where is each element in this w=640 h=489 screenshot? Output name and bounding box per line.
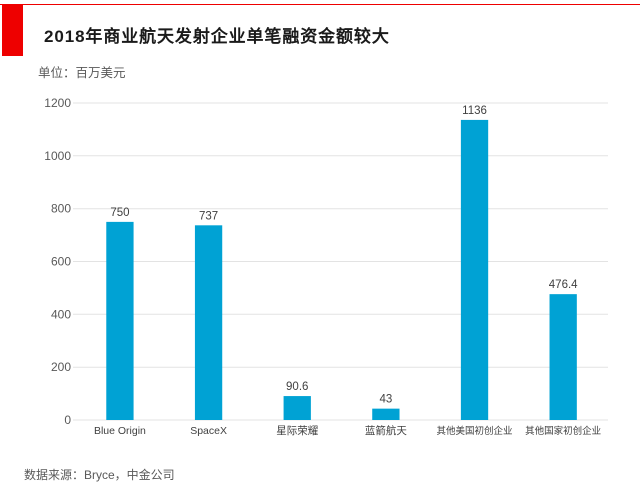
svg-text:SpaceX: SpaceX xyxy=(190,425,227,437)
svg-text:476.4: 476.4 xyxy=(549,279,578,291)
svg-text:400: 400 xyxy=(51,307,71,321)
svg-text:其他国家初创企业: 其他国家初创企业 xyxy=(525,425,601,437)
svg-text:其他美国初创企业: 其他美国初创企业 xyxy=(437,425,513,437)
svg-text:90.6: 90.6 xyxy=(286,381,308,393)
svg-text:1200: 1200 xyxy=(44,96,71,110)
svg-text:星际荣耀: 星际荣耀 xyxy=(276,425,318,437)
svg-text:600: 600 xyxy=(51,255,71,269)
svg-text:750: 750 xyxy=(110,207,129,219)
svg-text:0: 0 xyxy=(64,413,71,427)
svg-text:Blue Origin: Blue Origin xyxy=(94,425,146,437)
svg-text:蓝箭航天: 蓝箭航天 xyxy=(365,424,407,437)
svg-text:1000: 1000 xyxy=(44,149,71,163)
svg-text:43: 43 xyxy=(379,394,392,406)
svg-text:737: 737 xyxy=(199,210,218,222)
svg-text:200: 200 xyxy=(51,360,71,374)
svg-text:800: 800 xyxy=(51,202,71,216)
svg-text:1136: 1136 xyxy=(462,105,487,117)
